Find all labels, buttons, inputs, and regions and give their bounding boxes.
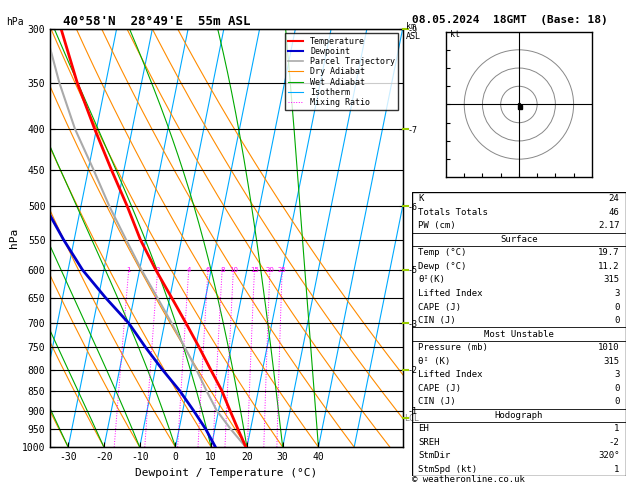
Text: 2: 2	[156, 267, 160, 273]
Text: Most Unstable: Most Unstable	[484, 330, 554, 339]
Legend: Temperature, Dewpoint, Parcel Trajectory, Dry Adiabat, Wet Adiabat, Isotherm, Mi: Temperature, Dewpoint, Parcel Trajectory…	[285, 34, 398, 110]
Text: 1010: 1010	[598, 343, 620, 352]
Text: 1: 1	[614, 465, 620, 474]
Text: StmDir: StmDir	[418, 451, 450, 460]
Text: 6: 6	[206, 267, 211, 273]
X-axis label: Dewpoint / Temperature (°C): Dewpoint / Temperature (°C)	[135, 468, 318, 478]
Text: hPa: hPa	[6, 17, 24, 27]
Text: 0: 0	[614, 316, 620, 325]
Text: 0: 0	[614, 398, 620, 406]
Text: Pressure (mb): Pressure (mb)	[418, 343, 488, 352]
Text: 320°: 320°	[598, 451, 620, 460]
Y-axis label: hPa: hPa	[9, 228, 19, 248]
Text: CIN (J): CIN (J)	[418, 316, 456, 325]
Text: Lifted Index: Lifted Index	[418, 370, 483, 379]
Text: 20: 20	[265, 267, 274, 273]
Text: 2.17: 2.17	[598, 221, 620, 230]
Text: θᴵ (K): θᴵ (K)	[418, 357, 450, 365]
Text: Hodograph: Hodograph	[495, 411, 543, 420]
Text: 08.05.2024  18GMT  (Base: 18): 08.05.2024 18GMT (Base: 18)	[412, 15, 608, 25]
Text: 19.7: 19.7	[598, 248, 620, 258]
Text: 25: 25	[278, 267, 287, 273]
Text: SREH: SREH	[418, 438, 440, 447]
Text: © weatheronline.co.uk: © weatheronline.co.uk	[412, 474, 525, 484]
Text: Totals Totals: Totals Totals	[418, 208, 488, 217]
Text: Temp (°C): Temp (°C)	[418, 248, 467, 258]
Text: -2: -2	[609, 438, 620, 447]
Text: 10: 10	[229, 267, 238, 273]
Text: 1: 1	[126, 267, 131, 273]
Text: 15: 15	[250, 267, 259, 273]
Text: kt: kt	[450, 30, 460, 39]
Text: 315: 315	[603, 276, 620, 284]
Text: 0: 0	[614, 303, 620, 312]
Text: 4: 4	[187, 267, 191, 273]
Text: Surface: Surface	[500, 235, 538, 244]
Text: CIN (J): CIN (J)	[418, 398, 456, 406]
Text: Dewp (°C): Dewp (°C)	[418, 262, 467, 271]
Text: θᴵ(K): θᴵ(K)	[418, 276, 445, 284]
Text: 40°58'N  28°49'E  55m ASL: 40°58'N 28°49'E 55m ASL	[63, 15, 250, 28]
Text: 11.2: 11.2	[598, 262, 620, 271]
Text: 0: 0	[614, 384, 620, 393]
Text: 315: 315	[603, 357, 620, 365]
Text: EH: EH	[418, 424, 429, 434]
Text: 1: 1	[614, 424, 620, 434]
Text: 46: 46	[609, 208, 620, 217]
Text: K: K	[418, 194, 424, 203]
Text: CAPE (J): CAPE (J)	[418, 384, 462, 393]
Text: 3: 3	[614, 289, 620, 298]
Text: StmSpd (kt): StmSpd (kt)	[418, 465, 477, 474]
Text: 8: 8	[220, 267, 225, 273]
Text: 3: 3	[614, 370, 620, 379]
Text: Lifted Index: Lifted Index	[418, 289, 483, 298]
Text: PW (cm): PW (cm)	[418, 221, 456, 230]
Text: km
ASL: km ASL	[406, 22, 421, 41]
Text: LCL: LCL	[404, 414, 419, 423]
Text: 24: 24	[609, 194, 620, 203]
Text: CAPE (J): CAPE (J)	[418, 303, 462, 312]
